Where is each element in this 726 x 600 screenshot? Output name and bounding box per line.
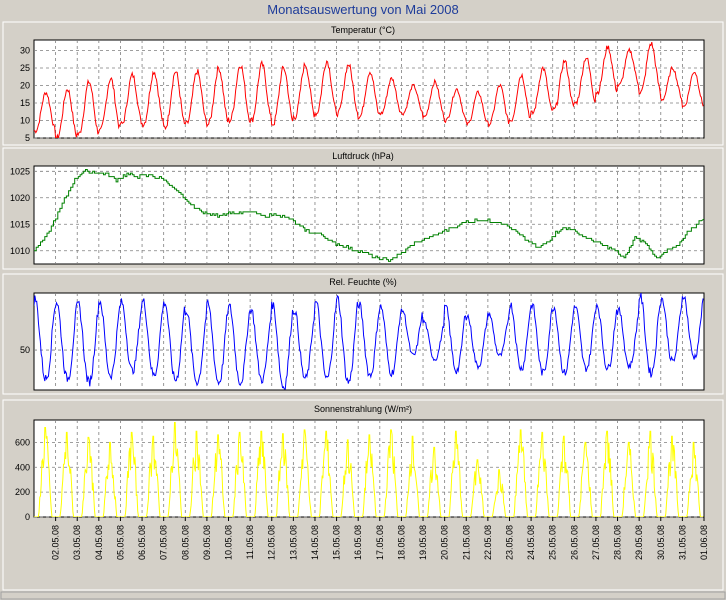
y-tick-label: 400 [15, 462, 30, 472]
x-axis-tick-labels: 02.05.08 03.05.08 04.05.08 05.05.08 06.05.08… [51, 517, 709, 560]
y-tick-label: 50 [20, 345, 30, 355]
x-tick-label: 31.05.08 [677, 525, 687, 560]
series-line-3 [34, 293, 704, 390]
x-tick-label: 28.05.08 [613, 525, 623, 560]
y-tick-label: 600 [15, 437, 30, 447]
x-tick-label: 19.05.08 [418, 525, 428, 560]
x-tick-label: 26.05.08 [569, 525, 579, 560]
y-tick-label: 10 [20, 116, 30, 126]
x-tick-label: 10.05.08 [224, 525, 234, 560]
x-tick-label: 02.05.08 [51, 525, 61, 560]
panel-frame [2, 21, 724, 146]
bottom-scrollbar[interactable] [0, 591, 726, 600]
x-tick-label: 25.05.08 [548, 525, 558, 560]
x-tick-label: 16.05.08 [353, 525, 363, 560]
panel-4: Sonnenstrahlung (W/m²) 0 200 400 600 [2, 399, 724, 591]
y-tick-label: 15 [20, 98, 30, 108]
x-tick-label: 23.05.08 [504, 525, 514, 560]
y-tick-label: 25 [20, 63, 30, 73]
panel-title: Temperatur (°C) [331, 25, 395, 35]
panel-frame [2, 147, 724, 270]
x-tick-label: 15.05.08 [332, 525, 342, 560]
x-tick-label: 07.05.08 [159, 525, 169, 560]
x-tick-label: 27.05.08 [591, 525, 601, 560]
y-tick-label: 0 [25, 512, 30, 522]
y-tick-label: 5 [25, 133, 30, 143]
x-tick-label: 21.05.08 [461, 525, 471, 560]
panel-title: Sonnenstrahlung (W/m²) [314, 404, 412, 414]
panel-3: Rel. Feuchte (%) 50 [2, 273, 724, 395]
y-tick-label: 20 [20, 81, 30, 91]
y-tick-label: 1015 [10, 219, 30, 229]
y-tick-label: 1025 [10, 166, 30, 176]
y-tick-label: 30 [20, 46, 30, 56]
panel-1: Temperatur (°C) 5 10 15 20 25 30 [2, 21, 724, 146]
x-tick-label: 17.05.08 [375, 525, 385, 560]
plot-area [33, 292, 705, 391]
x-tick-label: 12.05.08 [267, 525, 277, 560]
x-tick-label: 04.05.08 [94, 525, 104, 560]
panel-frame [2, 399, 724, 591]
x-tick-label: 29.05.08 [634, 525, 644, 560]
x-tick-label: 03.05.08 [72, 525, 82, 560]
panel-2: Luftdruck (hPa) 1010 1015 1020 1025 [2, 147, 724, 270]
x-tick-label: 14.05.08 [310, 525, 320, 560]
panel-title: Rel. Feuchte (%) [329, 277, 397, 287]
x-tick-label: 01.06.08 [699, 525, 709, 560]
panel-frame [2, 273, 724, 395]
x-tick-label: 30.05.08 [656, 525, 666, 560]
plot-area [33, 39, 705, 139]
x-tick-label: 13.05.08 [288, 525, 298, 560]
chart-main-title: Monatsauswertung von Mai 2008 [267, 2, 459, 17]
y-tick-label: 1010 [10, 246, 30, 256]
plot-area [33, 165, 705, 265]
y-tick-label: 200 [15, 487, 30, 497]
x-tick-label: 08.05.08 [180, 525, 190, 560]
x-tick-label: 24.05.08 [526, 525, 536, 560]
series-line-1 [34, 41, 704, 138]
x-tick-label: 22.05.08 [483, 525, 493, 560]
x-tick-label: 18.05.08 [396, 525, 406, 560]
series-line-4 [34, 422, 704, 517]
x-tick-label: 20.05.08 [440, 525, 450, 560]
x-tick-label: 11.05.08 [245, 525, 255, 559]
panel-title: Luftdruck (hPa) [332, 151, 394, 161]
y-tick-label: 1020 [10, 193, 30, 203]
x-tick-label: 06.05.08 [137, 525, 147, 560]
series-line-2 [34, 169, 704, 262]
x-tick-label: 05.05.08 [115, 525, 125, 560]
x-tick-label: 09.05.08 [202, 525, 212, 560]
